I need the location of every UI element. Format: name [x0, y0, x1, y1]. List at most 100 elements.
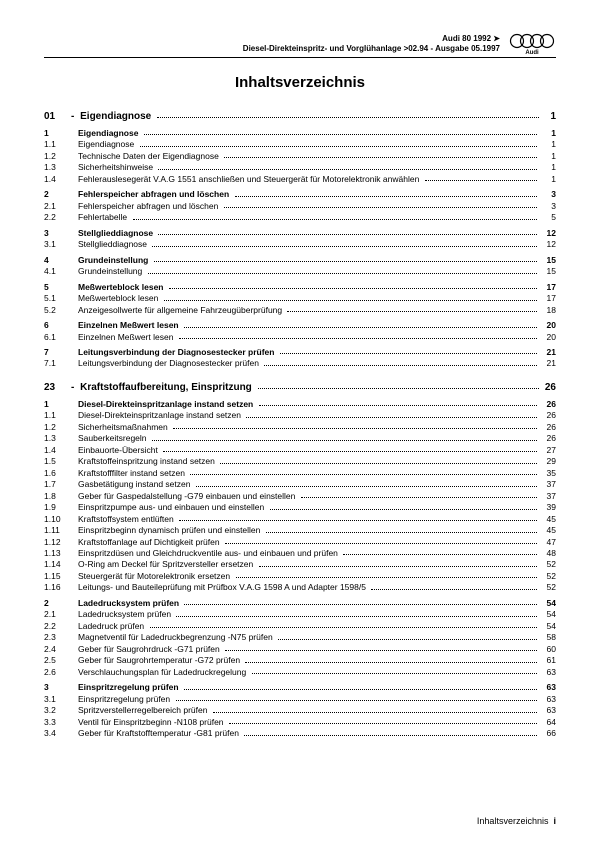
- toc-entry: 1.4Einbauorte-Übersicht 27: [44, 445, 556, 456]
- entry-page: 52: [540, 571, 556, 582]
- leader-dots: [173, 428, 537, 429]
- entry-number: 2: [44, 189, 78, 200]
- entry-number: 1.14: [44, 559, 78, 570]
- entry-number: 3.1: [44, 694, 78, 705]
- leader-dots: [152, 246, 537, 247]
- entry-title: Gasbetätigung instand setzen: [78, 479, 193, 490]
- entry-page: 63: [540, 682, 556, 693]
- entry-page: 3: [540, 189, 556, 200]
- entry-page: 1: [540, 174, 556, 185]
- toc-entry: 1.3Sauberkeitsregeln 26: [44, 433, 556, 444]
- entry-page: 45: [540, 514, 556, 525]
- entry-number: 3: [44, 228, 78, 239]
- toc-entry: 3.4Geber für Kraftstofftemperatur -G81 p…: [44, 728, 556, 739]
- entry-title: Leitungsverbindung der Diagnosestecker p…: [78, 347, 277, 358]
- entry-title: Geber für Kraftstofftemperatur -G81 prüf…: [78, 728, 241, 739]
- toc-entry: 1.15Steuergerät für Motorelektronik erse…: [44, 571, 556, 582]
- entry-title: Kraftstoffeinspritzung instand setzen: [78, 456, 217, 467]
- entry-page: 18: [540, 305, 556, 316]
- leader-dots: [258, 388, 539, 389]
- entry-number: 2.5: [44, 655, 78, 666]
- entry-page: 15: [540, 266, 556, 277]
- table-of-contents: 01- Eigendiagnose 1 1 Eigendiagnose 1 1.1 Ei…: [44, 111, 556, 740]
- entry-title: Diesel-Direkteinspritzanlage instand set…: [78, 410, 243, 421]
- entry-title: Ladedruck prüfen: [78, 621, 147, 632]
- entry-page: 63: [540, 705, 556, 716]
- leader-dots: [179, 338, 537, 339]
- entry-title: Eigendiagnose: [78, 139, 137, 150]
- toc-entry: 1.10Kraftstoffsystem entlüften 45: [44, 514, 556, 525]
- leader-dots: [163, 451, 537, 452]
- footer-label: Inhaltsverzeichnis: [477, 816, 549, 826]
- toc-entry: 1Diesel-Direkteinspritzanlage instand se…: [44, 399, 556, 410]
- entry-number: 2.3: [44, 632, 78, 643]
- leader-dots: [150, 627, 537, 628]
- entry-title: Magnetventil für Ladedruckbegrenzung -N7…: [78, 632, 275, 643]
- entry-number: 1.8: [44, 491, 78, 502]
- entry-page: 52: [540, 582, 556, 593]
- entry-page: 1: [540, 128, 556, 139]
- leader-dots: [278, 639, 537, 640]
- leader-dots: [213, 712, 537, 713]
- entry-number: 1.1: [44, 139, 78, 150]
- entry-title: Grundeinstellung: [78, 255, 151, 266]
- toc-entry: 6.1Einzelnen Meßwert lesen 20: [44, 332, 556, 343]
- entry-title: Einzelnen Meßwert lesen: [78, 332, 176, 343]
- entry-page: 29: [540, 456, 556, 467]
- leader-dots: [148, 273, 537, 274]
- page-title: Inhaltsverzeichnis: [44, 74, 556, 91]
- leader-dots: [154, 261, 537, 262]
- toc-entry: 4.1Grundeinstellung 15: [44, 266, 556, 277]
- svg-text:Audi: Audi: [525, 50, 539, 55]
- toc-chapter: 01- Eigendiagnose 1: [44, 111, 556, 122]
- entry-number: 4.1: [44, 266, 78, 277]
- leader-dots: [164, 300, 537, 301]
- toc-entry: 2Ladedrucksystem prüfen 54: [44, 598, 556, 609]
- leader-dots: [264, 365, 537, 366]
- leader-dots: [157, 117, 539, 118]
- toc-group: 2Fehlerspeicher abfragen und löschen 32.…: [44, 189, 556, 223]
- leader-dots: [220, 463, 537, 464]
- chapter-page: 26: [542, 382, 556, 393]
- entry-number: 3.3: [44, 717, 78, 728]
- toc-entry: 1.1Diesel-Direkteinspritzanlage instand …: [44, 410, 556, 421]
- entry-title: Kraftstofffilter instand setzen: [78, 468, 187, 479]
- toc-entry: 3.2Spritzverstellerregelbereich prüfen 6…: [44, 705, 556, 716]
- leader-dots: [176, 616, 537, 617]
- footer-page-number: i: [553, 816, 556, 826]
- leader-dots: [236, 577, 538, 578]
- toc-entry: 1.2Sicherheitsmaßnahmen 26: [44, 422, 556, 433]
- page-footer: Inhaltsverzeichnis i: [477, 816, 556, 826]
- entry-number: 1.9: [44, 502, 78, 513]
- chapter-title: Kraftstoffaufbereitung, Einspritzung: [77, 382, 254, 393]
- entry-title: Meßwerteblock lesen: [78, 293, 161, 304]
- entry-number: 1.3: [44, 162, 78, 173]
- entry-title: Meßwerteblock lesen: [78, 282, 166, 293]
- leader-dots: [169, 288, 537, 289]
- header-line2: Diesel-Direkteinspritz- und Vorglühanlag…: [44, 44, 500, 54]
- leader-dots: [245, 662, 537, 663]
- entry-page: 47: [540, 537, 556, 548]
- entry-page: 54: [540, 598, 556, 609]
- entry-number: 2.1: [44, 201, 78, 212]
- entry-page: 21: [540, 347, 556, 358]
- toc-entry: 1.5Kraftstoffeinspritzung instand setzen…: [44, 456, 556, 467]
- toc-entry: 1.6Kraftstofffilter instand setzen 35: [44, 468, 556, 479]
- entry-number: 5.1: [44, 293, 78, 304]
- entry-title: Diesel-Direkteinspritzanlage instand set…: [78, 399, 256, 410]
- toc-group: 6Einzelnen Meßwert lesen 206.1Einzelnen …: [44, 320, 556, 343]
- toc-entry: 1.8Geber für Gaspedalstellung -G79 einba…: [44, 491, 556, 502]
- leader-dots: [225, 650, 537, 651]
- toc-entry: 2.4Geber für Saugrohrdruck -G71 prüfen 6…: [44, 644, 556, 655]
- toc-group: 3Stellglieddiagnose 123.1Stellglieddiagn…: [44, 228, 556, 251]
- entry-page: 35: [540, 468, 556, 479]
- entry-number: 1.2: [44, 422, 78, 433]
- entry-title: Einspritzregelung prüfen: [78, 694, 173, 705]
- entry-page: 27: [540, 445, 556, 456]
- entry-page: 20: [540, 332, 556, 343]
- toc-entry: 5.1Meßwerteblock lesen 17: [44, 293, 556, 304]
- toc-group: 7Leitungsverbindung der Diagnosestecker …: [44, 347, 556, 370]
- entry-page: 60: [540, 644, 556, 655]
- toc-entry: 2Fehlerspeicher abfragen und löschen 3: [44, 189, 556, 200]
- toc-entry: 1.16Leitungs- und Bauteileprüfung mit Pr…: [44, 582, 556, 593]
